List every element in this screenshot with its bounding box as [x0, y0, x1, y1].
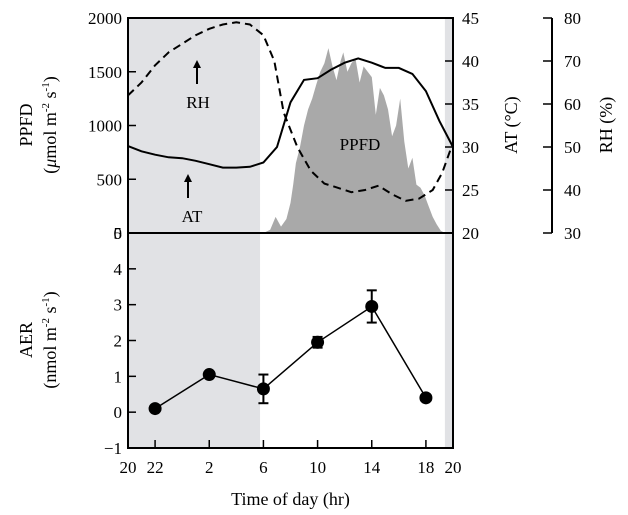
aer-tick-label: 2 [114, 332, 123, 351]
aer-point [365, 299, 379, 313]
aer-point [419, 391, 433, 405]
ppfd-area [128, 48, 445, 233]
ppfd-title-part: -2 [40, 103, 52, 112]
x-tick-label: 20 [445, 458, 462, 477]
rh-tick-label: 40 [564, 181, 581, 200]
aer-axis-title: AER (nmol m-2 s-1) [16, 291, 61, 388]
ppfd-tick-label: 1500 [88, 63, 122, 82]
ppfd-title-part: -1 [40, 82, 52, 91]
at-tick-label: 45 [462, 9, 479, 28]
aer-tick-label: 5 [114, 224, 123, 243]
at-line [127, 57, 454, 169]
aer-point [256, 382, 270, 396]
aer-points [148, 289, 433, 416]
at-tick-label: 25 [462, 181, 479, 200]
rh-axis-title: RH (%) [596, 97, 617, 154]
aer-title-line2: (nmol m-2 s-1) [40, 291, 61, 388]
aer-tick-label: 1 [114, 367, 123, 386]
ppfd-annotation: PPFD [340, 135, 381, 154]
x-tick-label: 20 [120, 458, 137, 477]
rh-arrow-head [193, 60, 201, 68]
at-tick-label: 20 [462, 224, 479, 243]
aer-tick-label: −1 [104, 439, 122, 458]
aer-title-part: -1 [40, 297, 52, 306]
ppfd-tick-label: 0 [114, 224, 123, 243]
at-arrow-head [184, 174, 192, 182]
aer-point [148, 402, 162, 416]
ppfd-tick-label: 1000 [88, 117, 122, 136]
rh-tick-label: 30 [564, 224, 581, 243]
at-tick-label: 40 [462, 52, 479, 71]
at-title-text: AT (°C) [501, 96, 522, 153]
ppfd-tick-label: 500 [97, 170, 123, 189]
rh-annotation: RH [186, 93, 210, 112]
ppfd-title-part: μ [40, 159, 60, 169]
aer-title-line1: AER [16, 322, 36, 358]
rh-tick-label: 80 [564, 9, 581, 28]
aer-title-part: (nmol m [40, 327, 61, 389]
x-tick-label: 18 [417, 458, 434, 477]
x-tick-label: 10 [309, 458, 326, 477]
aer-tick-label: 0 [114, 403, 123, 422]
ppfd-title-part: mol m [40, 112, 60, 159]
at-tick-label: 30 [462, 138, 479, 157]
ppfd-series [128, 48, 445, 233]
aer-title-part: ) [40, 291, 61, 297]
rh-line [127, 21, 454, 202]
ppfd-tick-label: 2000 [88, 9, 122, 28]
rh-tick-label: 50 [564, 138, 581, 157]
aer-title-part: -2 [40, 318, 52, 327]
ppfd-title-part: ) [40, 76, 61, 82]
at-tick-label: 35 [462, 95, 479, 114]
at-annotation: AT [182, 207, 203, 226]
x-axis-title: Time of day (hr) [231, 489, 350, 510]
annotation-layer: RH AT PPFD [182, 60, 381, 226]
label-layer: Time of day (hr)PPFD(μmol m-2 s-1)AER (nm… [16, 76, 617, 510]
aer-line [154, 305, 427, 410]
at-axis-title: AT (°C) [501, 96, 522, 153]
x-tick-label: 2 [205, 458, 214, 477]
aer-tick-label: 3 [114, 296, 123, 315]
x-tick-label: 22 [147, 458, 164, 477]
lines-layer [127, 21, 454, 410]
ppfd-title-line2: (μmol m-2 s-1) [40, 76, 61, 173]
ppfd-axis-title: PPFD(μmol m-2 s-1) [16, 76, 61, 173]
tick-layer: 0500100015002000202530354045304050607080… [88, 9, 581, 477]
aer-point [202, 368, 216, 382]
ppfd-title-part: s [40, 91, 60, 103]
aer-title-part: s [40, 306, 60, 318]
aer-tick-label: 4 [114, 260, 123, 279]
x-tick-label: 14 [363, 458, 381, 477]
ppfd-title-part: ( [40, 168, 61, 174]
aer-point [311, 335, 325, 349]
rh-title-text: RH (%) [596, 97, 617, 154]
x-tick-label: 6 [259, 458, 268, 477]
rh-tick-label: 70 [564, 52, 581, 71]
ppfd-title-line1: PPFD [16, 103, 36, 146]
rh-tick-label: 60 [564, 95, 581, 114]
